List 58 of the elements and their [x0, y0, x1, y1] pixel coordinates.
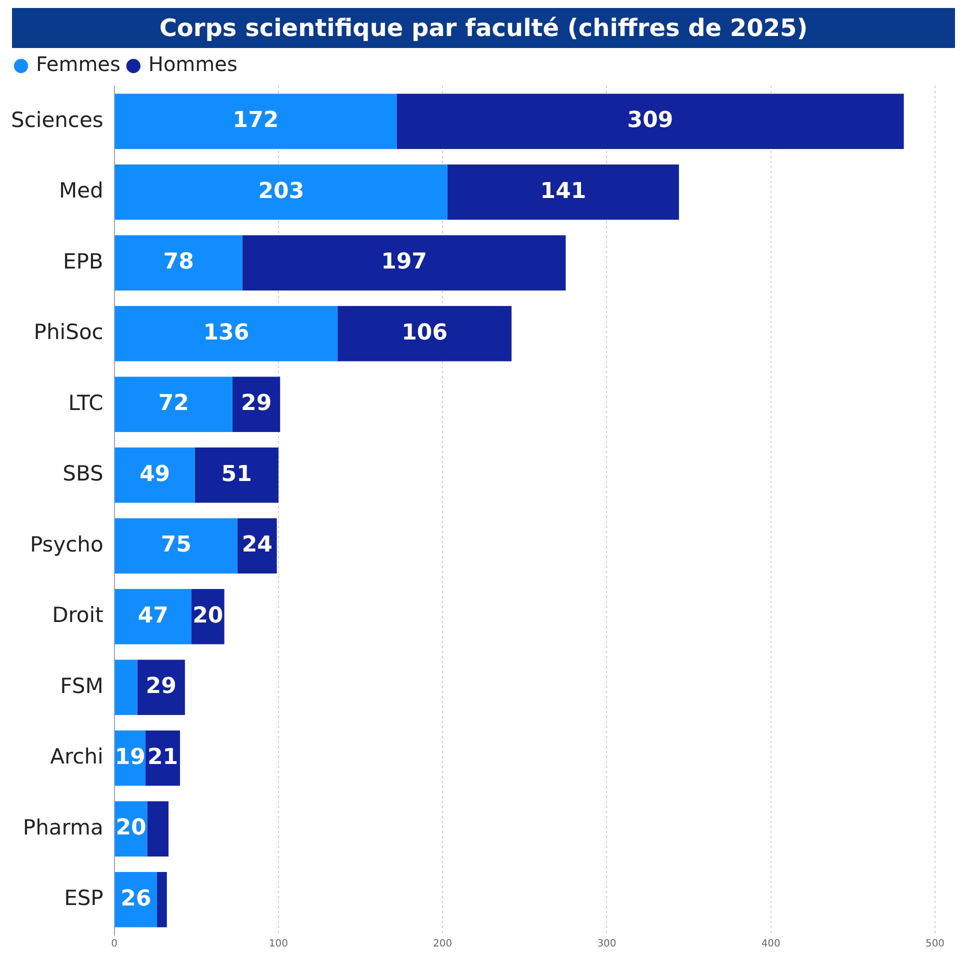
bar — [114, 660, 138, 715]
data-label: 20 — [192, 603, 224, 628]
bar — [114, 235, 242, 290]
data-label: 49 — [139, 462, 170, 487]
y-tick-label: ESP — [64, 886, 104, 910]
bar — [114, 376, 233, 432]
data-label: 47 — [138, 603, 168, 628]
data-label: 106 — [402, 320, 448, 346]
data-label: 29 — [241, 391, 272, 416]
data-label: 20 — [116, 816, 146, 841]
y-tick-label: EPB — [63, 249, 104, 274]
data-label: 19 — [114, 744, 146, 770]
bar — [194, 448, 278, 503]
data-label: 197 — [381, 250, 428, 275]
data-label: 136 — [203, 320, 250, 346]
y-tick-label: LTC — [68, 390, 104, 415]
legend-label: Hommes — [148, 52, 238, 76]
bar — [114, 164, 448, 220]
y-tick-label: PhiSoc — [34, 320, 104, 344]
data-label: 172 — [232, 108, 279, 134]
data-label: 141 — [540, 178, 586, 204]
y-tick-label: FSM — [60, 674, 104, 698]
bar — [338, 306, 512, 362]
y-tick-label: Sciences — [10, 108, 104, 132]
data-label: 21 — [147, 744, 178, 770]
bar — [114, 94, 397, 149]
legend-label: Femmes — [36, 52, 120, 76]
y-tick-label: Psycho — [30, 532, 104, 556]
data-label: 78 — [163, 250, 194, 275]
data-label: 72 — [158, 391, 189, 416]
data-label: 203 — [258, 178, 304, 204]
bar — [396, 94, 904, 149]
x-tick-label: 200 — [433, 938, 452, 950]
data-label: 24 — [242, 532, 272, 558]
x-tick-label: 100 — [268, 938, 288, 950]
bar — [242, 235, 566, 290]
bar — [147, 801, 169, 856]
x-tick-label: 0 — [111, 938, 118, 950]
y-tick-label: Droit — [52, 603, 104, 628]
bar — [114, 306, 338, 362]
y-tick-label: SBS — [62, 462, 104, 486]
bar — [114, 518, 238, 574]
bar — [157, 872, 167, 928]
data-label: 75 — [160, 532, 192, 558]
chart-title: Corps scientifique par faculté (chiffres de 2025) — [12, 8, 955, 48]
y-tick-label: Med — [58, 178, 104, 203]
y-tick-label: Pharma — [22, 815, 104, 840]
data-label: 29 — [146, 674, 176, 700]
bar — [448, 164, 679, 220]
bar — [114, 589, 192, 644]
bar — [114, 448, 195, 503]
x-tick-label: 300 — [597, 938, 616, 950]
data-label: 309 — [627, 108, 674, 134]
x-tick-label: 400 — [761, 938, 780, 950]
y-tick-label: Archi — [50, 744, 104, 769]
data-label: 26 — [120, 886, 152, 912]
data-label: 51 — [221, 462, 252, 487]
x-tick-label: 500 — [925, 938, 945, 950]
